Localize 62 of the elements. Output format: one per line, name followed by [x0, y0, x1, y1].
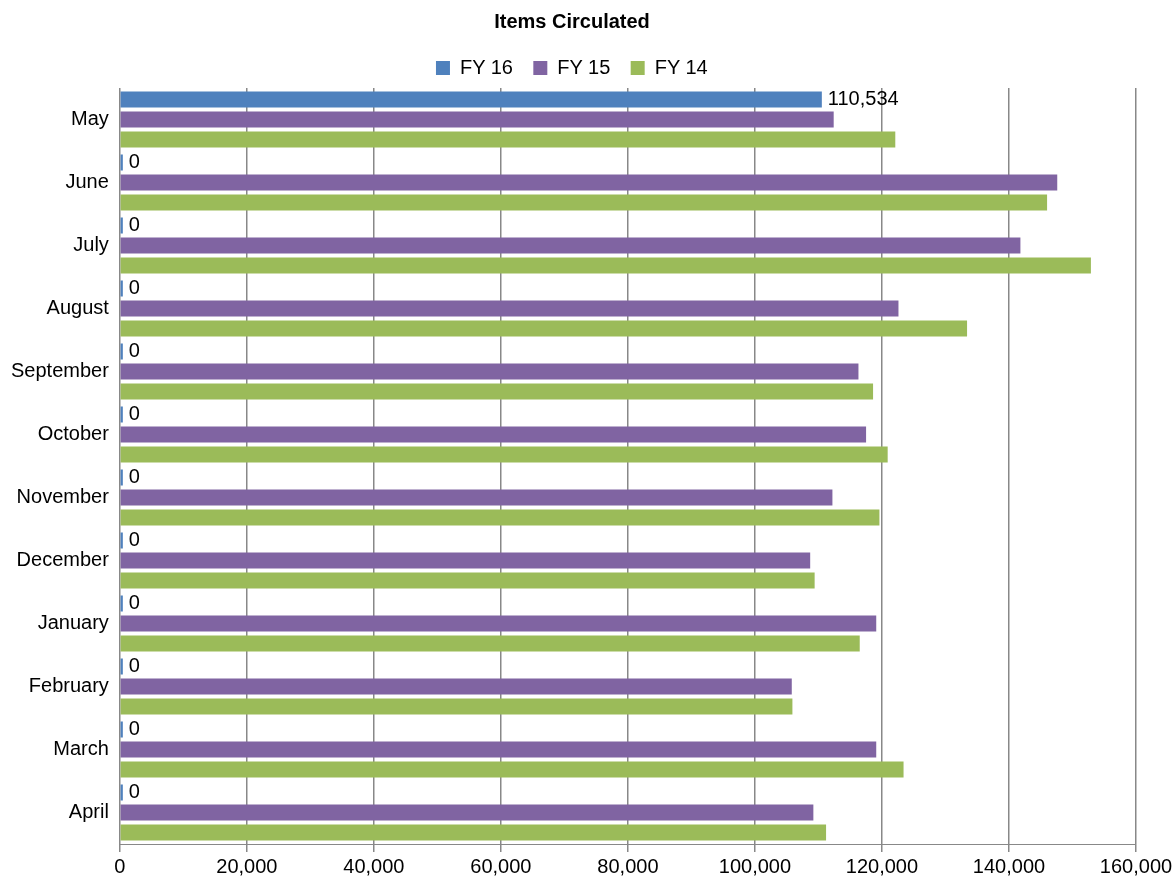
- y-tick-label: October: [37, 422, 110, 445]
- bar: [120, 615, 877, 632]
- bar: [120, 111, 834, 128]
- y-tick-label: March: [53, 737, 109, 760]
- bar: [120, 804, 814, 821]
- legend-label: FY 16: [459, 55, 513, 78]
- data-label: 0: [128, 150, 140, 173]
- bar: [120, 552, 811, 569]
- bar: [120, 635, 860, 652]
- bar: [120, 698, 793, 715]
- bar: [120, 489, 833, 506]
- chart-title: Items Circulated: [494, 9, 650, 32]
- legend-label: FY 15: [557, 55, 611, 78]
- bar: [120, 174, 1058, 191]
- data-label: 0: [128, 339, 140, 362]
- bar: [120, 678, 792, 695]
- bar: [120, 446, 888, 463]
- bar: [120, 91, 822, 108]
- x-tick-label: 20,000: [216, 854, 278, 877]
- y-tick-label: July: [73, 233, 109, 256]
- data-label: 0: [128, 654, 140, 677]
- y-tick-label: June: [65, 170, 109, 193]
- x-tick-label: 0: [114, 854, 126, 877]
- y-tick-label: February: [28, 674, 109, 697]
- y-tick-label: May: [71, 107, 109, 130]
- x-tick-label: 40,000: [343, 854, 405, 877]
- x-tick-label: 60,000: [470, 854, 532, 877]
- data-label: 110,534: [827, 87, 899, 110]
- bar: [120, 300, 899, 317]
- y-tick-label: January: [37, 611, 109, 634]
- x-tick-label: 140,000: [972, 854, 1046, 877]
- y-tick-label: August: [46, 296, 110, 319]
- data-label: 0: [128, 717, 140, 740]
- bar: [120, 572, 815, 589]
- bar: [120, 741, 877, 758]
- data-label: 0: [128, 402, 140, 425]
- x-tick-label: 100,000: [718, 854, 792, 877]
- data-label: 0: [128, 465, 140, 488]
- y-tick-label: December: [16, 548, 110, 571]
- x-tick-label: 160,000: [1099, 854, 1173, 877]
- data-label: 0: [128, 276, 140, 299]
- data-label: 0: [128, 591, 140, 614]
- bar: [120, 761, 904, 778]
- y-tick-label: September: [10, 359, 110, 382]
- bar: [120, 426, 867, 443]
- bar: [120, 194, 1048, 211]
- bar: [120, 824, 827, 841]
- bar: [120, 320, 968, 337]
- y-tick-label: November: [16, 485, 110, 508]
- bar: [120, 257, 1091, 274]
- data-label: 0: [128, 780, 140, 803]
- data-label: 0: [128, 528, 140, 551]
- x-tick-label: 80,000: [597, 854, 659, 877]
- bar: [120, 363, 859, 380]
- y-tick-label: April: [68, 800, 109, 823]
- bar: [120, 131, 896, 148]
- x-tick-label: 120,000: [845, 854, 919, 877]
- bar: [120, 237, 1021, 254]
- legend-label: FY 14: [654, 55, 708, 78]
- data-label: 0: [128, 213, 140, 236]
- bar: [120, 509, 880, 526]
- bar: [120, 383, 874, 400]
